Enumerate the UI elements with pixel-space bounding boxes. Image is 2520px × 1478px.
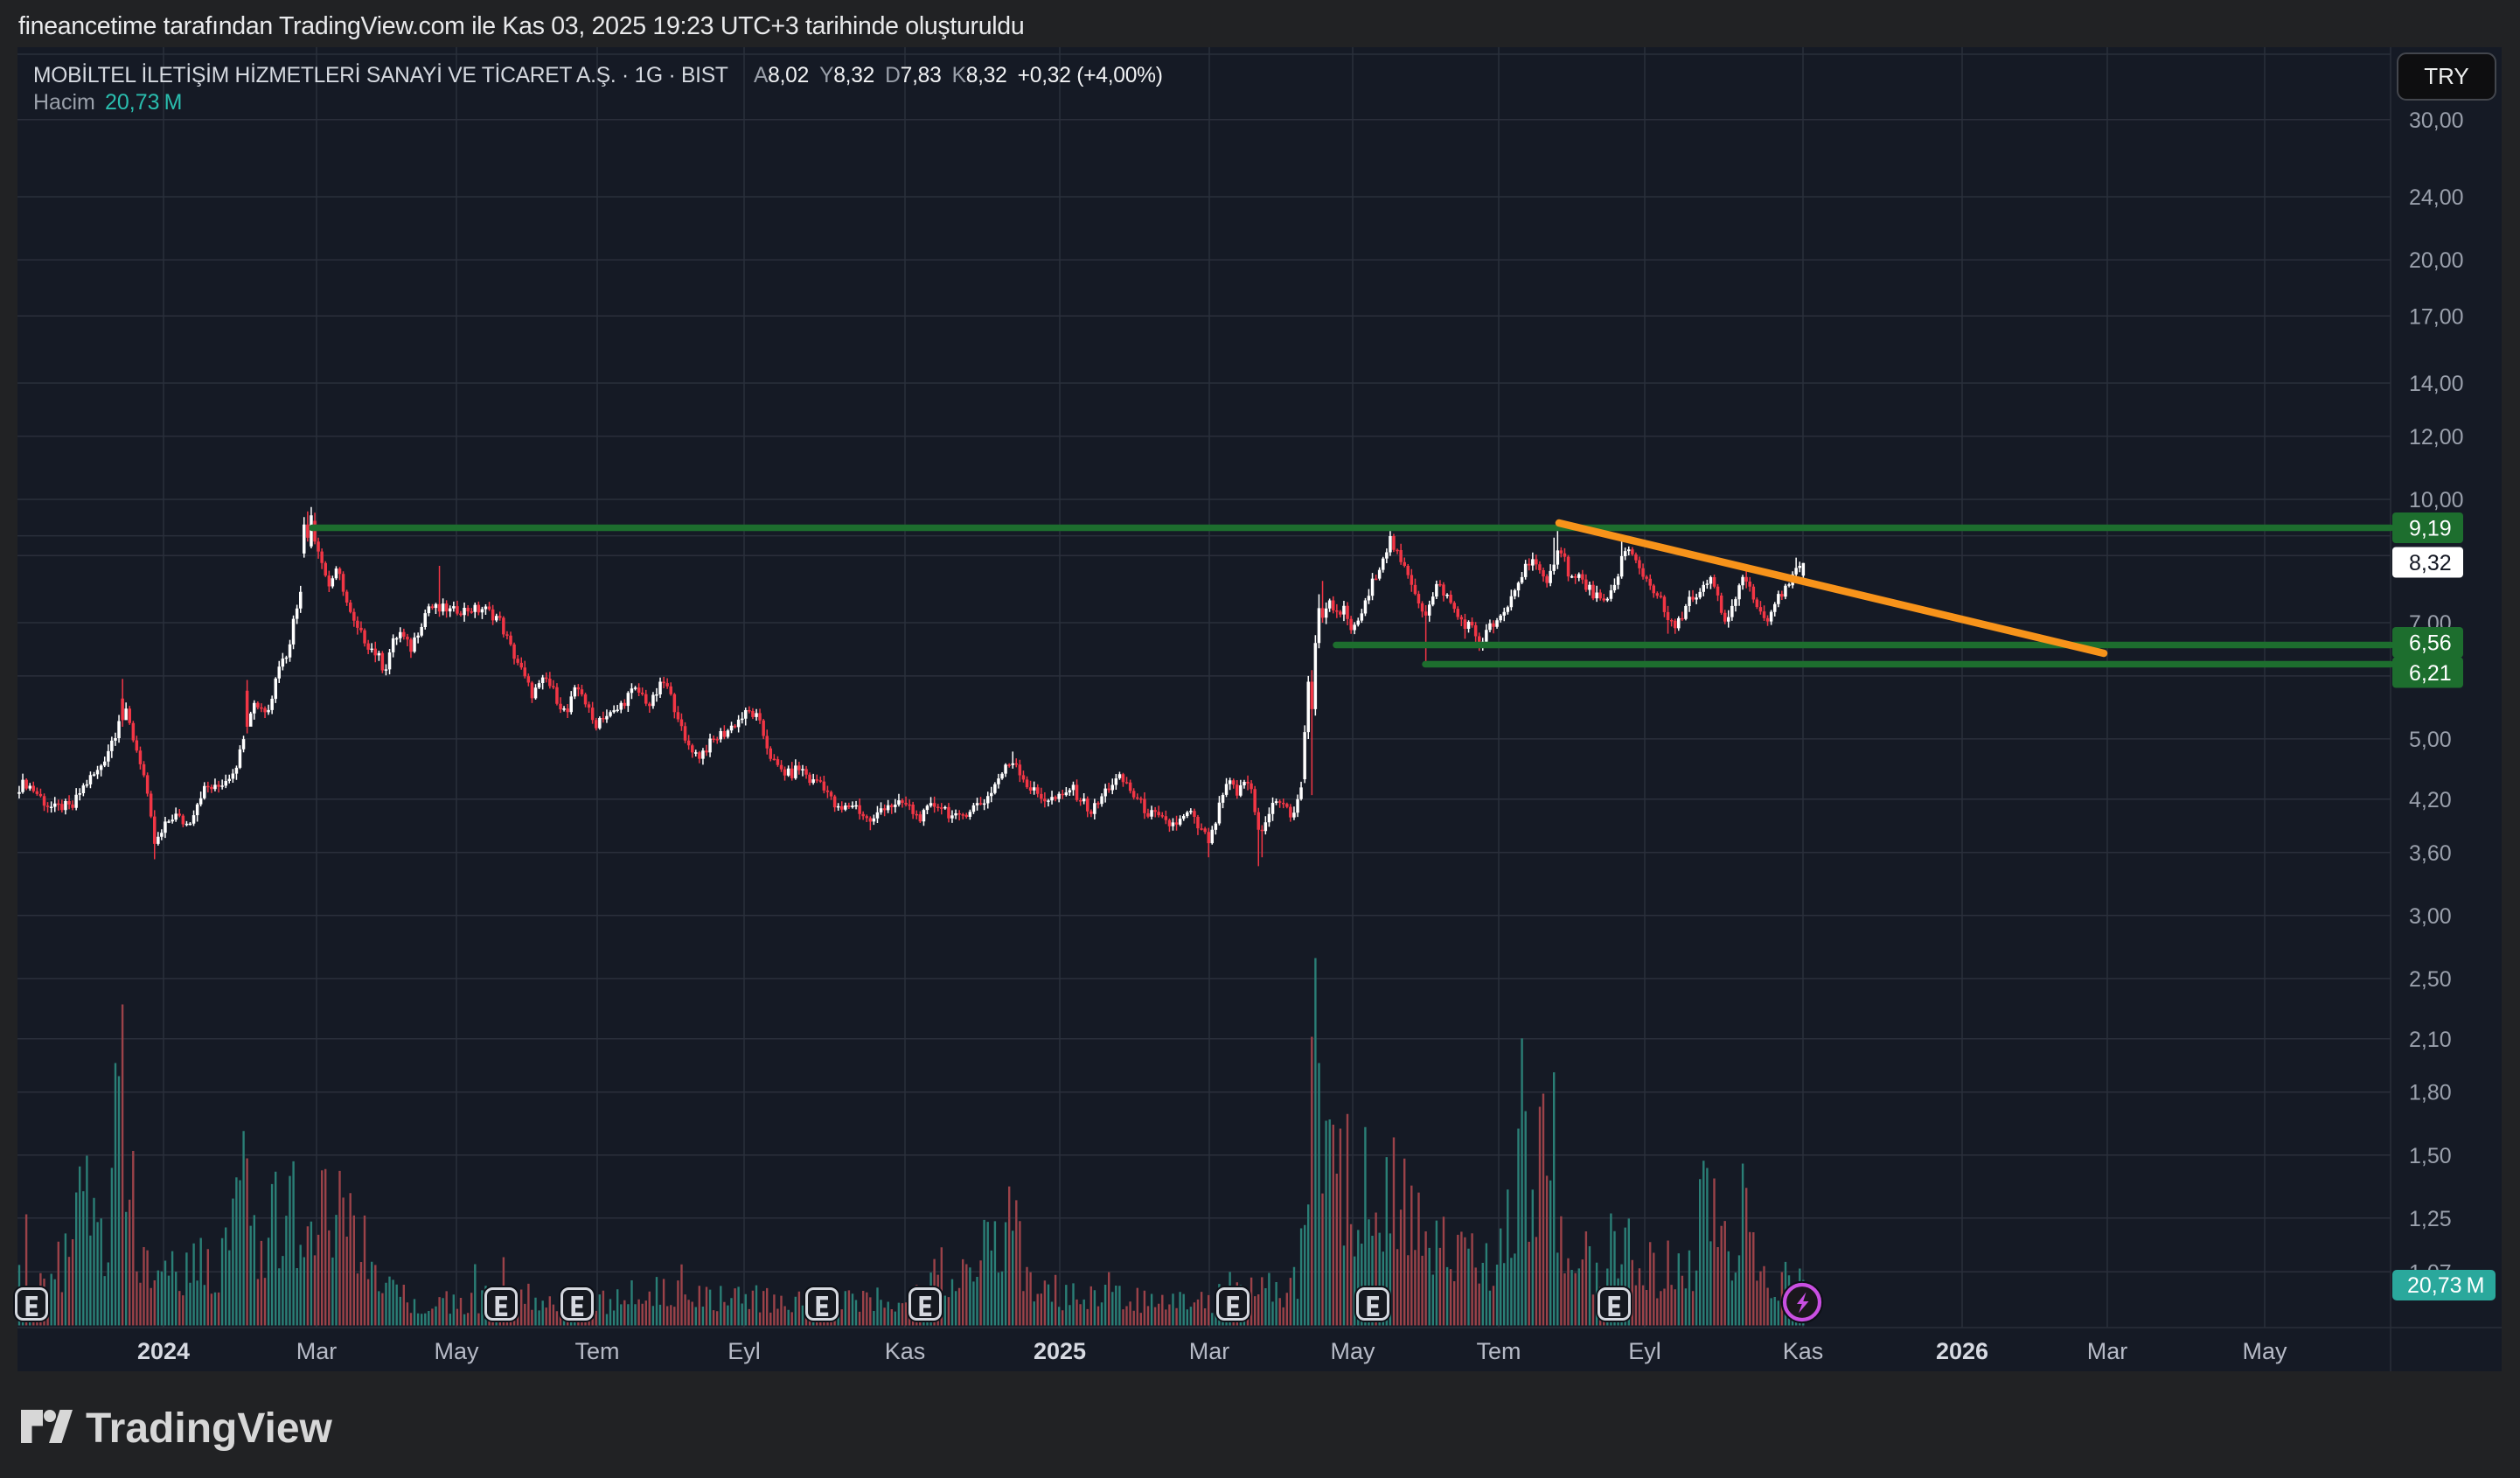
svg-text:8,32: 8,32 bbox=[2409, 551, 2452, 575]
svg-text:1,25: 1,25 bbox=[2409, 1207, 2452, 1231]
svg-text:6,56: 6,56 bbox=[2409, 631, 2452, 656]
svg-text:Tem: Tem bbox=[574, 1338, 619, 1364]
svg-text:1,50: 1,50 bbox=[2409, 1144, 2452, 1168]
svg-text:Mar: Mar bbox=[296, 1338, 338, 1364]
svg-text:10,00: 10,00 bbox=[2409, 488, 2464, 512]
svg-text:30,00: 30,00 bbox=[2409, 108, 2464, 133]
svg-text:20,00: 20,00 bbox=[2409, 248, 2464, 273]
svg-text:Kas: Kas bbox=[885, 1338, 926, 1364]
svg-text:20,73 M: 20,73 M bbox=[2407, 1273, 2484, 1298]
svg-text:9,19: 9,19 bbox=[2409, 517, 2452, 541]
svg-text:6,21: 6,21 bbox=[2409, 661, 2452, 686]
svg-text:20,73 M: 20,73 M bbox=[105, 90, 182, 115]
svg-text:Eyl: Eyl bbox=[727, 1338, 761, 1364]
svg-text:TRY: TRY bbox=[2424, 63, 2469, 89]
svg-text:MOBİLTEL İLETİŞİM HİZMETLERİ S: MOBİLTEL İLETİŞİM HİZMETLERİ SANAYİ VE T… bbox=[33, 64, 1163, 87]
svg-text:Mar: Mar bbox=[2087, 1338, 2128, 1364]
svg-text:May: May bbox=[434, 1338, 479, 1364]
svg-text:2025: 2025 bbox=[1034, 1338, 1086, 1364]
svg-text:1,80: 1,80 bbox=[2409, 1081, 2452, 1105]
svg-text:May: May bbox=[1330, 1338, 1375, 1364]
svg-text:2024: 2024 bbox=[137, 1338, 190, 1364]
svg-text:2,10: 2,10 bbox=[2409, 1028, 2452, 1052]
svg-text:Tem: Tem bbox=[1476, 1338, 1521, 1364]
svg-text:12,00: 12,00 bbox=[2409, 425, 2464, 450]
svg-text:Kas: Kas bbox=[1783, 1338, 1824, 1364]
svg-text:2026: 2026 bbox=[1936, 1338, 1988, 1364]
svg-text:3,00: 3,00 bbox=[2409, 904, 2452, 929]
svg-text:14,00: 14,00 bbox=[2409, 372, 2464, 396]
svg-text:fineancetime tarafından Tradin: fineancetime tarafından TradingView.com … bbox=[18, 12, 1024, 40]
svg-text:May: May bbox=[2242, 1338, 2287, 1364]
svg-text:TradingView: TradingView bbox=[86, 1405, 333, 1452]
svg-text:17,00: 17,00 bbox=[2409, 304, 2464, 329]
svg-text:Mar: Mar bbox=[1189, 1338, 1230, 1364]
svg-text:Hacim: Hacim bbox=[33, 90, 95, 115]
svg-text:5,00: 5,00 bbox=[2409, 728, 2452, 752]
svg-text:2,50: 2,50 bbox=[2409, 967, 2452, 992]
svg-text:Eyl: Eyl bbox=[1628, 1338, 1661, 1364]
svg-text:3,60: 3,60 bbox=[2409, 841, 2452, 866]
svg-text:4,20: 4,20 bbox=[2409, 788, 2452, 812]
svg-text:24,00: 24,00 bbox=[2409, 185, 2464, 210]
